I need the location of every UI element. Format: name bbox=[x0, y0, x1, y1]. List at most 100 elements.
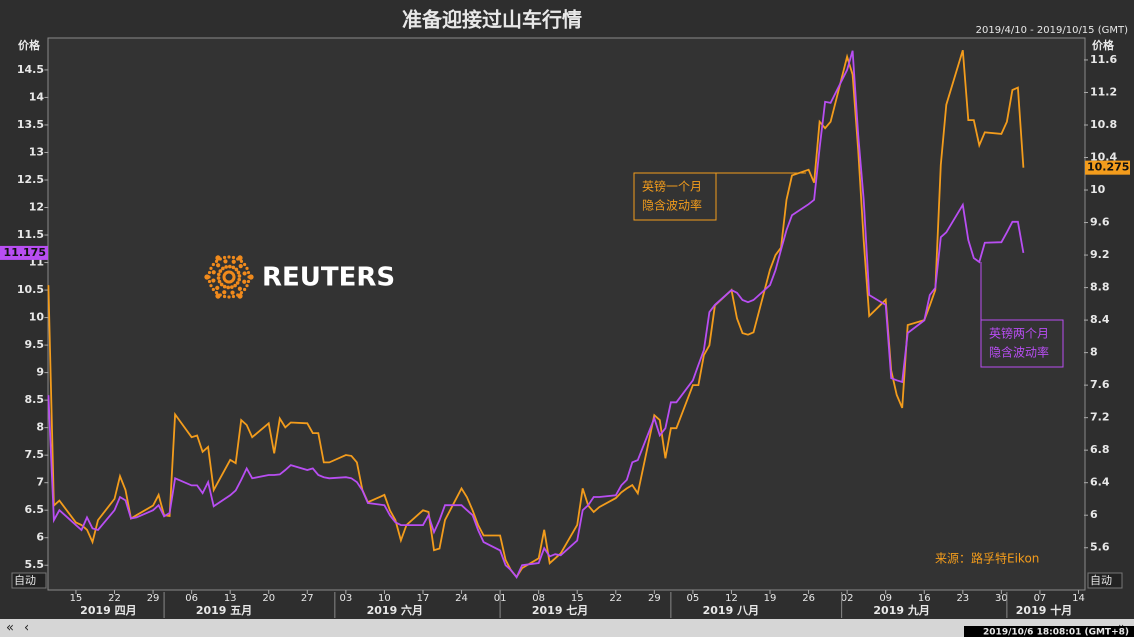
logo-dot bbox=[211, 287, 215, 292]
x-tick-label: 15 bbox=[70, 593, 83, 604]
timestamp: 2019/10/6 18:08:01 (GMT+8) bbox=[983, 628, 1129, 637]
logo-dot bbox=[211, 270, 216, 275]
x-tick-label: 07 bbox=[1034, 593, 1047, 604]
scroll-step-left[interactable]: ‹ bbox=[24, 621, 29, 636]
logo-dot bbox=[209, 284, 213, 288]
logo-dot bbox=[226, 285, 231, 290]
y-tick-label: 12 bbox=[29, 201, 44, 214]
logo-dot bbox=[216, 263, 221, 268]
y2-tick-label: 10.4 bbox=[1090, 151, 1117, 164]
y-tick-label: 5.5 bbox=[25, 558, 45, 571]
logo-dot bbox=[230, 290, 235, 295]
x-tick-label: 08 bbox=[532, 593, 545, 604]
x-tick-label: 20 bbox=[262, 593, 275, 604]
logo-dot bbox=[247, 275, 251, 279]
y2-tick-label: 7.6 bbox=[1090, 378, 1110, 391]
y-tick-label: 9.5 bbox=[25, 338, 45, 351]
logo-dot bbox=[207, 270, 212, 275]
logo-dot bbox=[239, 259, 244, 263]
y-tick-label: 11.5 bbox=[17, 228, 44, 241]
y-tick-label: 13.5 bbox=[17, 118, 44, 131]
scrollbar[interactable] bbox=[0, 619, 1134, 637]
logo-dot bbox=[227, 295, 231, 299]
y-tick-label: 14.5 bbox=[17, 63, 44, 76]
x-tick-label: 02 bbox=[841, 593, 854, 604]
y2-scale-mode[interactable]: 自动 bbox=[1090, 574, 1112, 587]
date-range: 2019/4/10 - 2019/10/15 (GMT) bbox=[976, 25, 1128, 36]
logo-dot bbox=[227, 255, 231, 259]
logo-dot bbox=[211, 278, 216, 283]
plot-area bbox=[47, 37, 1086, 591]
logo-dot bbox=[246, 270, 251, 275]
logo-dot bbox=[231, 255, 236, 260]
x-tick-label: 05 bbox=[687, 593, 700, 604]
x-tick-label: 16 bbox=[918, 593, 931, 604]
logo-dot bbox=[236, 293, 240, 297]
y-scale-mode[interactable]: 自动 bbox=[14, 574, 36, 587]
y-tick-label: 9 bbox=[36, 366, 44, 379]
last-value-label: 11.175 bbox=[4, 246, 46, 259]
x-tick-label: 17 bbox=[417, 593, 430, 604]
logo-dot bbox=[215, 285, 220, 290]
logo-dot bbox=[222, 255, 227, 260]
annotation-text: 英镑一个月 bbox=[642, 179, 702, 194]
logo-dot bbox=[222, 290, 227, 295]
logo-dot bbox=[245, 284, 249, 288]
x-tick-label: 29 bbox=[648, 593, 661, 604]
logo-dot bbox=[224, 265, 228, 269]
y-tick-label: 8.5 bbox=[25, 393, 45, 406]
month-label: 2019 十月 bbox=[1016, 603, 1072, 617]
logo-dot bbox=[219, 282, 224, 287]
y-tick-label: 12.5 bbox=[17, 173, 44, 186]
logo-dot bbox=[209, 266, 213, 270]
y2-axis-label: 价格 bbox=[1092, 38, 1115, 52]
x-tick-label: 15 bbox=[571, 593, 584, 604]
annotation-text: 英镑两个月 bbox=[989, 326, 1049, 341]
month-label: 2019 八月 bbox=[703, 604, 759, 617]
logo-dot bbox=[233, 283, 237, 288]
annotation-box bbox=[633, 172, 717, 221]
y-tick-label: 14 bbox=[29, 90, 45, 103]
logo-dot bbox=[207, 279, 212, 284]
logo-dot bbox=[231, 259, 236, 264]
x-tick-label: 10 bbox=[378, 593, 391, 604]
last-value-box bbox=[0, 245, 48, 260]
scroll-left[interactable]: « bbox=[6, 621, 14, 636]
y-tick-label: 13 bbox=[29, 145, 44, 158]
logo-dot bbox=[238, 264, 243, 269]
logo-dot bbox=[239, 291, 244, 295]
y2-tick-label: 6 bbox=[1090, 508, 1098, 521]
scale-mode-box[interactable] bbox=[11, 572, 47, 589]
y2-tick-label: 11.6 bbox=[1090, 53, 1117, 66]
x-tick-label: 09 bbox=[879, 593, 892, 604]
annotation-text: 隐含波动率 bbox=[642, 198, 702, 213]
logo-dot bbox=[242, 271, 247, 276]
y2-tick-label: 7.2 bbox=[1090, 411, 1110, 424]
y-tick-label: 6 bbox=[36, 531, 44, 544]
logo-dot bbox=[242, 279, 247, 284]
logo-dot bbox=[222, 294, 227, 299]
month-label: 2019 七月 bbox=[532, 603, 588, 617]
month-label: 2019 六月 bbox=[367, 603, 423, 617]
logo-dot bbox=[237, 286, 242, 291]
series-line bbox=[47, 50, 1025, 580]
logo-dot bbox=[237, 277, 241, 282]
y2-tick-label: 9.6 bbox=[1090, 216, 1110, 229]
source: 来源：路孚特Eikon bbox=[935, 551, 1039, 566]
x-tick-label: 03 bbox=[339, 593, 352, 604]
x-tick-label: 27 bbox=[301, 593, 314, 604]
logo-dot bbox=[222, 284, 227, 289]
x-tick-label: 29 bbox=[147, 593, 160, 604]
y-tick-label: 6.5 bbox=[25, 503, 45, 516]
logo-dot bbox=[214, 291, 219, 295]
scale-mode-box[interactable] bbox=[1087, 572, 1123, 589]
logo-dot bbox=[236, 257, 240, 261]
x-tick-label: 30 bbox=[995, 593, 1008, 604]
y2-tick-label: 8 bbox=[1090, 346, 1098, 359]
annotation-text: 隐含波动率 bbox=[989, 345, 1049, 360]
logo-dot bbox=[231, 278, 235, 282]
logo: REUTERS bbox=[204, 255, 395, 299]
logo-dot bbox=[221, 266, 225, 271]
y2-tick-label: 9.2 bbox=[1090, 248, 1110, 261]
